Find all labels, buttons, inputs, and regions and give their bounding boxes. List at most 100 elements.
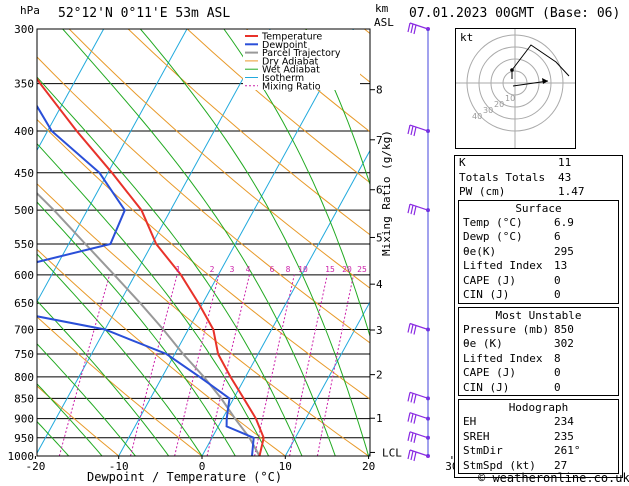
most-unstable-value: 302 (554, 337, 574, 350)
isotherm-line (37, 29, 105, 152)
most-unstable-row: Pressure (mb) 850 (459, 323, 618, 338)
km-tick-label: 6 (376, 184, 383, 197)
wet-adiabat-line (305, 29, 370, 187)
hodograph-ring-label: 10 (505, 94, 515, 103)
storm-motion-vector (512, 80, 549, 87)
wet-adiabat-line (37, 201, 236, 456)
km-tick-label: 7 (376, 134, 383, 147)
wet-adiabat-line (37, 383, 103, 456)
mixing-ratio-line (369, 450, 370, 456)
pressure-tick-label: 700 (14, 324, 34, 337)
surface-value: 0 (554, 288, 561, 301)
mixing-ratio-line (130, 274, 178, 456)
most-unstable-label: CAPE (J) (463, 366, 516, 379)
surface-title: Surface (515, 201, 562, 215)
legend-entry: Mixing Ratio (262, 81, 321, 92)
pressure-tick-label: 650 (14, 297, 34, 310)
pressure-tick-label: 300 (14, 23, 34, 36)
hodograph-stat-row: SREH 235 (459, 430, 618, 445)
dry-adiabat-line (37, 56, 370, 344)
km-tick-label: 1 (376, 412, 383, 425)
mixing-ratio-tick-label: 1 (176, 265, 181, 274)
hodograph-ring-label: 30 (483, 106, 493, 115)
index-row: K 11 (455, 156, 622, 171)
most-unstable-value: 850 (554, 322, 574, 336)
pressure-tick-label: 800 (14, 371, 34, 384)
asl-unit-label: ASL (374, 16, 394, 29)
pressure-tick-label: 750 (14, 348, 34, 361)
hodograph-ring-label: 20 (494, 100, 504, 109)
hodograph-stat-value: 235 (554, 429, 574, 443)
surface-label: Temp (°C) (463, 215, 523, 229)
most-unstable-section: Most Unstable Pressure (mb) 850 θe (K) 302 L… (458, 306, 619, 396)
mixing-ratio-line (174, 274, 220, 456)
hodograph-stat-label: StmDir (463, 444, 503, 457)
parcel-trajectory-line (37, 191, 261, 456)
isotherm-line (118, 29, 354, 456)
km-unit-label: km (375, 2, 389, 15)
mixing-ratio-tick-label: 4 (246, 265, 251, 274)
hpa-unit-label: hPa (20, 4, 40, 17)
mixing-ratio-line (408, 275, 439, 456)
hodograph-stat-value: 27 (554, 458, 568, 472)
most-unstable-label: CIN (J) (463, 380, 510, 394)
wind-barb (407, 391, 430, 404)
dry-adiabat-line (127, 29, 370, 236)
wet-adiabat-line (37, 142, 270, 456)
most-unstable-value: 0 (554, 380, 561, 394)
legend-box (243, 30, 360, 90)
dry-adiabat-line (68, 29, 370, 289)
km-tick-label: 5 (376, 231, 383, 244)
surface-row: Dewp (°C) 6 (459, 230, 618, 245)
mixing-ratio-tick-label: 2 (210, 265, 215, 274)
wind-barb (407, 124, 430, 137)
pressure-tick-label: 550 (14, 238, 34, 251)
most-unstable-label: θe (K) (463, 337, 503, 350)
most-unstable-row: CAPE (J) 0 (459, 366, 618, 381)
mixing-ratio-tick-label: 15 (325, 265, 335, 274)
mixing-ratio-line (316, 274, 354, 456)
surface-row: CAPE (J) 0 (459, 274, 618, 289)
hodograph-section: Hodograph EH 234 SREH 235 StmDir 261° StmSpd (… (458, 399, 619, 474)
footer-credit: © weatheronline.co.uk (478, 471, 629, 485)
dry-adiabat-line (37, 316, 203, 456)
index-value: 11 (558, 156, 572, 169)
surface-label: CAPE (J) (463, 273, 516, 287)
surface-value: 13 (554, 259, 568, 272)
plot-area (37, 29, 439, 456)
isotherm-line (37, 29, 188, 303)
hodograph-stat-label: SREH (463, 429, 490, 443)
wind-barb (407, 431, 430, 443)
pressure-tick-label: 1000 (8, 450, 35, 463)
plot-frame (36, 28, 371, 457)
temperature-line (37, 76, 265, 456)
surface-row: θe(K) 295 (459, 245, 618, 260)
hodograph-stat-row: EH 234 (459, 415, 618, 430)
mixing-ratio-tick-label: 6 (270, 265, 275, 274)
surface-section: Surface Temp (°C) 6.9 Dewp (°C) 6 θe(K) 295 Li… (458, 199, 619, 304)
hodograph-panel: 10 20 30 40 kt (455, 28, 576, 149)
most-unstable-row: CIN (J) 0 (459, 381, 618, 396)
most-unstable-label: Pressure (mb) (463, 322, 550, 336)
index-label: PW (cm) (459, 185, 506, 198)
x-tick-label: 10 (279, 460, 292, 473)
x-tick-label: 0 (199, 460, 206, 473)
hodograph-trace (511, 44, 570, 77)
pressure-tick-label: 600 (14, 269, 34, 282)
pressure-tick-label: 950 (14, 432, 34, 445)
wet-adiabat-line (37, 420, 70, 456)
mixing-ratio-line (58, 274, 111, 456)
pressure-tick-label: 350 (14, 78, 34, 91)
legend-entry: Dry Adiabat (262, 56, 319, 67)
legend-entry: Temperature (261, 32, 322, 43)
most-unstable-value: 8 (554, 351, 561, 365)
hodograph-ring-label: 40 (472, 112, 482, 121)
dry-adiabat-line (37, 248, 286, 456)
legend-entry: Wet Adiabat (262, 65, 320, 76)
pressure-tick-label: 900 (14, 413, 34, 426)
mixing-ratio-axis-label: Mixing Ratio (g/kg) (380, 130, 393, 256)
index-row: PW (cm) 1.47 (455, 185, 622, 200)
hodograph-stat-label: StmSpd (kt) (463, 458, 536, 472)
most-unstable-value: 0 (554, 366, 561, 379)
